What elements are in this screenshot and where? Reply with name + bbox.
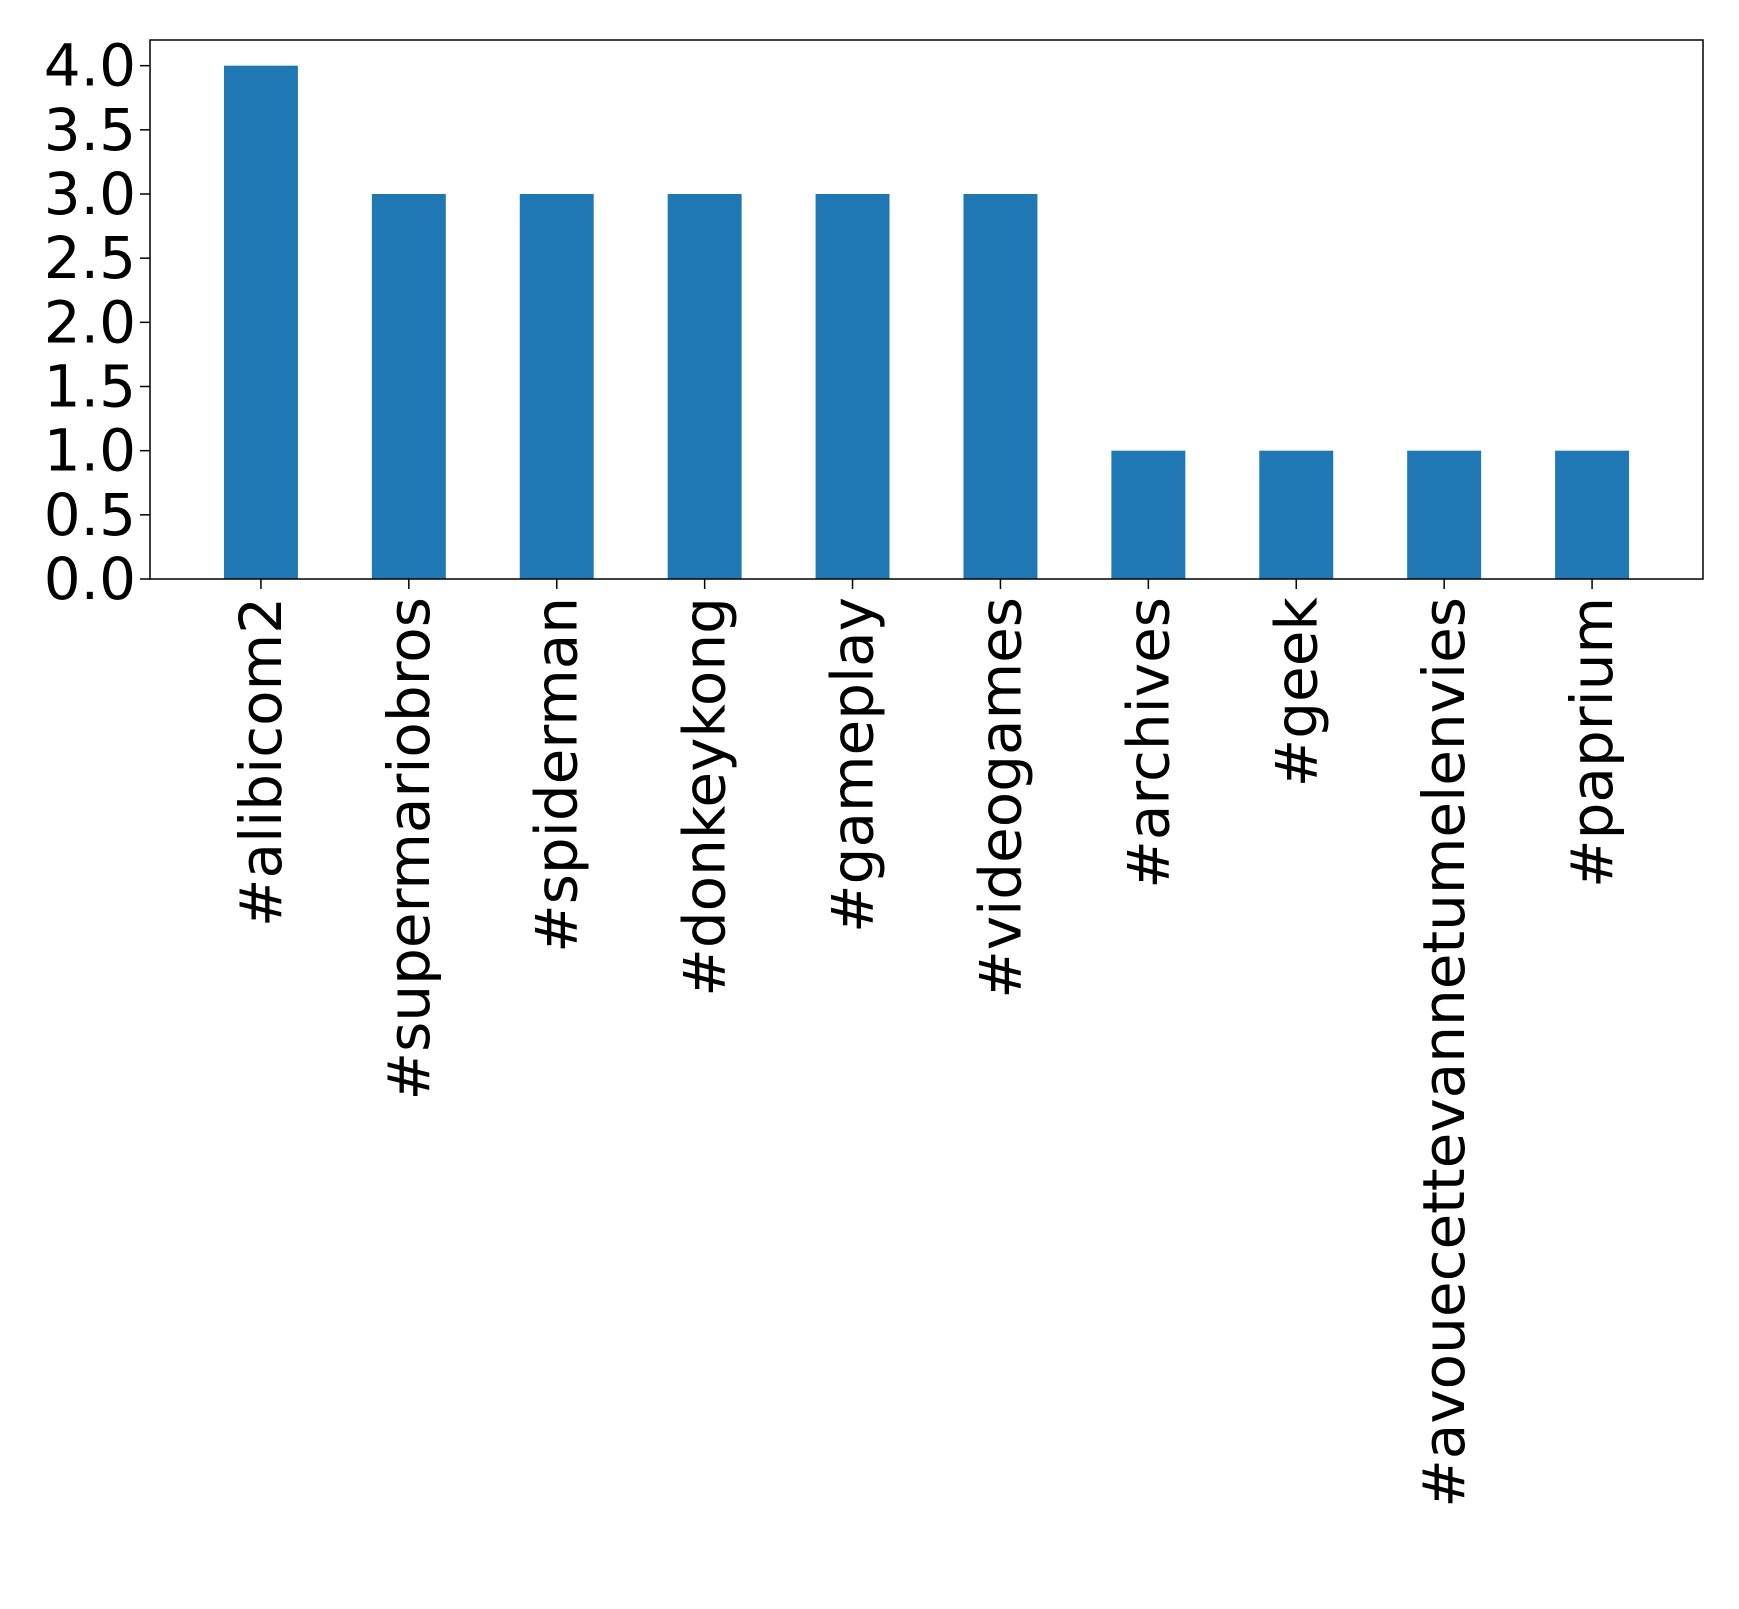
bar-4 [815, 194, 890, 579]
x-tick-label: #donkeykong [671, 597, 739, 997]
y-tick-label: 4.0 [44, 32, 136, 100]
x-tick-label: #avouecettevannetumelenvies [1410, 597, 1478, 1508]
y-tick-label: 3.5 [44, 96, 136, 164]
bar-5 [963, 194, 1038, 579]
bar-9 [1555, 450, 1630, 579]
y-tick-label: 1.5 [44, 353, 136, 421]
x-axis-ticks: #alibicom2 #supermariobros #spiderman #donk… [227, 579, 1626, 1508]
y-axis-ticks: 0.00.51.01.52.02.53.03.54.0 [44, 32, 150, 613]
bars [223, 65, 1630, 580]
bar-8 [1407, 450, 1482, 579]
axes-frame [149, 39, 1704, 580]
x-tick-label: #spiderman [523, 597, 591, 953]
y-tick-label: 0.0 [44, 545, 136, 613]
x-tick-label: #paprium [1558, 597, 1626, 888]
bar-0 [223, 65, 298, 580]
bar-3 [667, 194, 742, 579]
y-tick-label: 0.5 [44, 481, 136, 549]
x-tick-label: #supermariobros [375, 597, 443, 1100]
x-tick-label: #archives [1114, 597, 1182, 889]
x-tick-label: #alibicom2 [227, 597, 295, 927]
x-tick-label: #gameplay [819, 597, 887, 933]
y-tick-label: 2.5 [44, 224, 136, 292]
bar-6 [1111, 450, 1186, 579]
y-tick-label: 3.0 [44, 160, 136, 228]
y-tick-label: 1.0 [44, 417, 136, 485]
bar-2 [519, 194, 594, 579]
y-tick-label: 2.0 [44, 288, 136, 356]
x-tick-label: #geek [1262, 597, 1330, 788]
bar-7 [1259, 450, 1334, 579]
bar-1 [371, 194, 446, 579]
x-tick-label: #videogames [966, 597, 1034, 999]
